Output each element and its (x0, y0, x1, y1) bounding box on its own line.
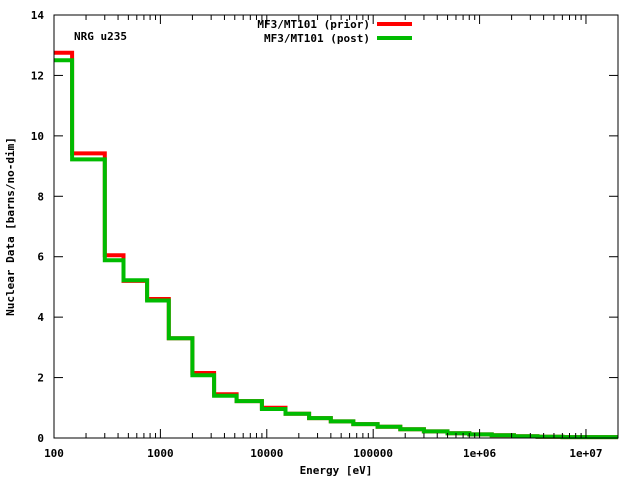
annotation-text: NRG u235 (74, 30, 127, 43)
legend-label-1: MF3/MT101 (prior) (257, 18, 370, 31)
y-tick-label: 14 (31, 9, 45, 22)
x-tick-label: 1000 (147, 447, 174, 460)
series-line-2 (54, 58, 618, 440)
y-tick-label: 0 (37, 432, 44, 445)
y-tick-label: 4 (37, 311, 44, 324)
legend-label-2: MF3/MT101 (post) (264, 32, 370, 45)
x-tick-label: 100000 (353, 447, 393, 460)
y-tick-label: 8 (37, 190, 44, 203)
x-tick-label: 100 (44, 447, 64, 460)
plot-frame (53, 14, 619, 439)
labels-layer: 100 1000 10000 100000 1e+06 1e+07 0 2 4 6 8 10 12 14 (31, 9, 603, 460)
legend: MF3/MT101 (prior)MF3/MT101 (post) (257, 18, 412, 45)
x-tick-label: 1e+06 (463, 447, 496, 460)
x-tick-label: 1e+07 (569, 447, 602, 460)
series-layer (54, 50, 618, 440)
y-tick-label: 6 (37, 251, 44, 264)
x-axis-label: Energy [eV] (300, 464, 373, 477)
y-tick-label: 2 (37, 372, 44, 385)
y-tick-label: 10 (31, 130, 44, 143)
ticks-layer (53, 14, 618, 439)
y-tick-label: 12 (31, 69, 44, 82)
y-axis-label: Nuclear Data [barns/no-dim] (4, 137, 17, 316)
series-line-1 (54, 50, 618, 440)
x-tick-label: 10000 (250, 447, 283, 460)
